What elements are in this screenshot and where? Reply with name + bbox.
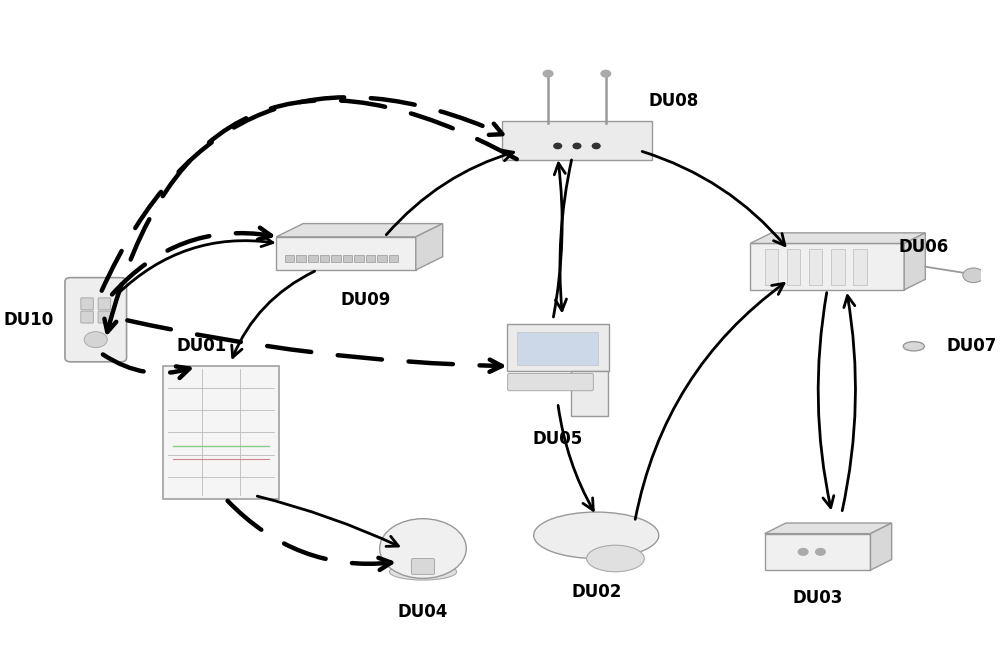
FancyBboxPatch shape: [765, 249, 778, 284]
Ellipse shape: [903, 342, 924, 351]
FancyBboxPatch shape: [507, 324, 609, 372]
FancyArrowPatch shape: [112, 228, 271, 294]
FancyBboxPatch shape: [377, 254, 387, 262]
FancyArrowPatch shape: [635, 284, 784, 519]
FancyBboxPatch shape: [276, 237, 416, 270]
FancyBboxPatch shape: [831, 249, 845, 284]
FancyBboxPatch shape: [517, 332, 598, 365]
FancyArrowPatch shape: [555, 160, 572, 310]
Circle shape: [798, 549, 808, 555]
FancyBboxPatch shape: [320, 254, 329, 262]
Text: DU01: DU01: [176, 337, 227, 355]
FancyArrowPatch shape: [232, 271, 315, 358]
FancyArrowPatch shape: [386, 150, 514, 234]
FancyBboxPatch shape: [65, 278, 127, 362]
FancyBboxPatch shape: [98, 298, 111, 310]
Polygon shape: [750, 233, 925, 244]
Polygon shape: [416, 224, 443, 270]
FancyArrowPatch shape: [842, 296, 856, 511]
FancyBboxPatch shape: [571, 371, 608, 416]
FancyBboxPatch shape: [787, 249, 800, 284]
FancyBboxPatch shape: [81, 311, 93, 323]
Circle shape: [554, 143, 562, 149]
Polygon shape: [276, 224, 443, 237]
FancyBboxPatch shape: [750, 244, 904, 290]
Circle shape: [573, 143, 581, 149]
Circle shape: [592, 143, 600, 149]
FancyArrowPatch shape: [228, 501, 391, 570]
Circle shape: [543, 71, 553, 77]
FancyArrowPatch shape: [104, 100, 517, 332]
Text: DU09: DU09: [340, 291, 390, 309]
FancyArrowPatch shape: [558, 406, 593, 510]
Circle shape: [816, 549, 825, 555]
FancyBboxPatch shape: [853, 249, 867, 284]
FancyBboxPatch shape: [331, 254, 341, 262]
FancyBboxPatch shape: [308, 254, 318, 262]
Polygon shape: [870, 523, 892, 570]
FancyBboxPatch shape: [508, 374, 593, 391]
Polygon shape: [765, 523, 892, 533]
Text: DU07: DU07: [946, 337, 997, 355]
FancyBboxPatch shape: [163, 366, 279, 499]
Text: DU04: DU04: [398, 603, 448, 621]
FancyBboxPatch shape: [809, 249, 822, 284]
Text: DU05: DU05: [533, 430, 583, 448]
Text: DU06: DU06: [898, 238, 949, 256]
Circle shape: [601, 71, 611, 77]
Text: DU08: DU08: [648, 92, 698, 110]
FancyArrowPatch shape: [127, 320, 502, 372]
Ellipse shape: [534, 512, 659, 559]
FancyBboxPatch shape: [285, 254, 294, 262]
Polygon shape: [904, 233, 925, 290]
FancyBboxPatch shape: [389, 254, 398, 262]
FancyBboxPatch shape: [354, 254, 364, 262]
Text: DU03: DU03: [792, 589, 843, 607]
FancyBboxPatch shape: [366, 254, 375, 262]
FancyArrowPatch shape: [102, 97, 503, 290]
FancyArrowPatch shape: [818, 292, 834, 507]
FancyArrowPatch shape: [103, 354, 189, 378]
FancyBboxPatch shape: [296, 254, 306, 262]
FancyArrowPatch shape: [257, 496, 398, 546]
FancyArrowPatch shape: [117, 236, 273, 294]
FancyBboxPatch shape: [98, 311, 111, 323]
FancyBboxPatch shape: [81, 298, 93, 310]
Circle shape: [84, 332, 107, 348]
Text: DU10: DU10: [3, 311, 54, 329]
FancyArrowPatch shape: [553, 163, 565, 317]
Ellipse shape: [587, 545, 644, 571]
FancyArrowPatch shape: [642, 151, 785, 246]
Circle shape: [380, 519, 466, 578]
Text: DU02: DU02: [571, 583, 621, 601]
FancyBboxPatch shape: [411, 559, 435, 574]
FancyBboxPatch shape: [343, 254, 352, 262]
Ellipse shape: [389, 563, 457, 580]
Circle shape: [963, 268, 984, 282]
FancyBboxPatch shape: [765, 533, 870, 570]
FancyBboxPatch shape: [502, 121, 652, 160]
